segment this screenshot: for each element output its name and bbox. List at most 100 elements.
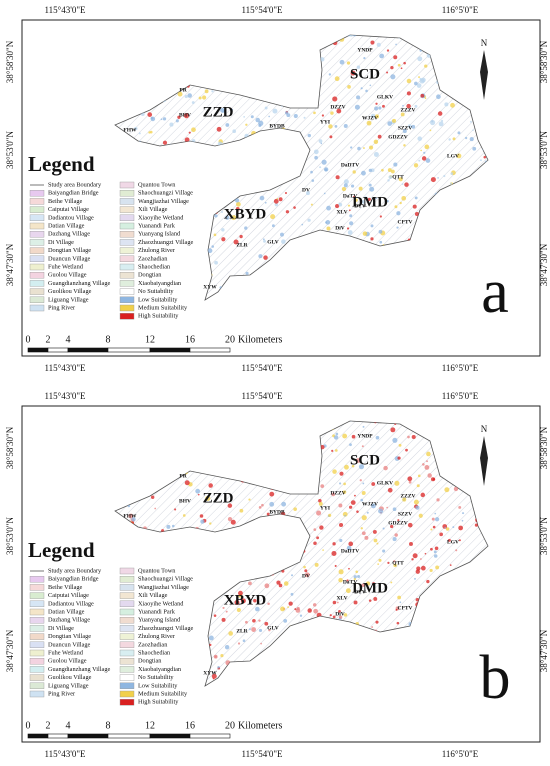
suitability-patch [434,512,437,515]
latitude-label: 38°47'30"N [5,629,15,672]
suitability-patch [232,129,237,134]
map-label: DMD [352,580,388,596]
suitability-patch [255,117,261,123]
suitability-patch [220,654,224,658]
suitability-patch [191,127,196,133]
scale-segment [47,733,69,739]
suitability-patch [400,112,405,117]
suitability-patch [350,70,356,76]
scale-label: 4 [66,334,71,345]
suitability-patch [166,524,171,529]
map-label: QTT [392,560,404,566]
suitability-patch [483,155,487,159]
legend-label: Guolou Village [48,272,87,279]
panel-letter: b [480,644,511,712]
legend-label: Quantou Town [138,567,176,574]
suitability-patch [332,615,336,619]
suitability-patch [248,628,251,631]
suitability-patch [378,106,382,110]
map-label: DiV [335,611,345,617]
suitability-patch [287,606,289,609]
suitability-patch [332,600,337,605]
suitability-patch [376,542,379,545]
suitability-patch [399,601,402,604]
suitability-patch [361,531,366,536]
map-label: ZZD [203,104,234,120]
suitability-patch [439,532,443,537]
map-label: SZZV [398,125,412,131]
suitability-patch [233,239,239,245]
suitability-patch [306,191,310,196]
legend-swatch [119,616,135,624]
suitability-patch [438,121,444,127]
scale-segment [107,733,151,739]
suitability-patch [314,155,318,160]
suitability-patch [343,179,349,185]
suitability-patch [449,182,453,185]
suitability-patch [347,85,351,89]
suitability-patch [214,260,218,265]
scale-label: 0 [26,334,31,345]
suitability-patch [354,198,358,202]
legend-swatch [29,304,45,312]
suitability-patch [252,618,256,623]
suitability-patch [421,156,427,161]
legend-swatch [29,658,45,665]
suitability-patch [417,136,422,141]
suitability-patch [334,125,338,128]
legend-swatch [29,641,45,649]
legend-swatch [119,296,135,303]
suitability-patch [227,503,233,508]
suitability-patch [333,435,339,440]
suitability-patch [310,203,313,206]
suitability-patch [423,151,426,154]
suitability-patch [238,590,243,596]
suitability-patch [273,198,279,204]
suitability-patch [361,199,366,204]
legend-label: Zhaozhuangzi Village [138,625,193,632]
suitability-patch [357,574,361,579]
panel: 115°43'0"E 115°43'0"E 115°54'0"E 115°54'0"E… [5,5,549,373]
suitability-patch [213,233,217,237]
suitability-patch [426,579,430,584]
map-label: WJZV [362,115,378,121]
scale-segment [189,347,231,353]
suitability-patch [290,592,294,596]
suitability-patch [349,443,352,447]
suitability-patch [346,61,351,65]
suitability-patch [258,505,262,509]
suitability-patch [378,508,384,514]
suitability-patch [263,255,268,260]
suitability-patch [361,445,364,448]
suitability-patch [350,146,353,149]
suitability-patch [474,523,479,527]
legend-label: Liguang Village [48,682,89,689]
legend-title: Legend [28,152,95,176]
suitability-patch [430,177,436,183]
suitability-patch [343,613,348,617]
suitability-patch [365,89,368,93]
legend-label: Study area Boundary [48,567,102,574]
legend-swatch [29,592,45,599]
suitability-patch [320,484,325,488]
map-label: FHW [123,513,137,519]
suitability-patch [420,565,426,571]
suitability-patch [262,238,265,241]
suitability-patch [407,124,412,128]
suitability-patch [278,583,283,588]
suitability-patch [208,483,213,488]
suitability-patch [372,582,376,586]
suitability-patch [195,488,201,494]
legend-label: Duancun Village [48,255,91,262]
scale-segment [67,733,109,739]
legend-label: Guolikou Village [48,288,92,295]
suitability-patch [318,501,323,506]
suitability-patch [415,598,420,602]
suitability-patch [320,57,325,62]
suitability-patch [248,581,252,586]
map-label: LGV [447,153,459,159]
suitability-patch [469,137,474,142]
legend-swatch [119,674,135,681]
suitability-patch [397,595,402,600]
